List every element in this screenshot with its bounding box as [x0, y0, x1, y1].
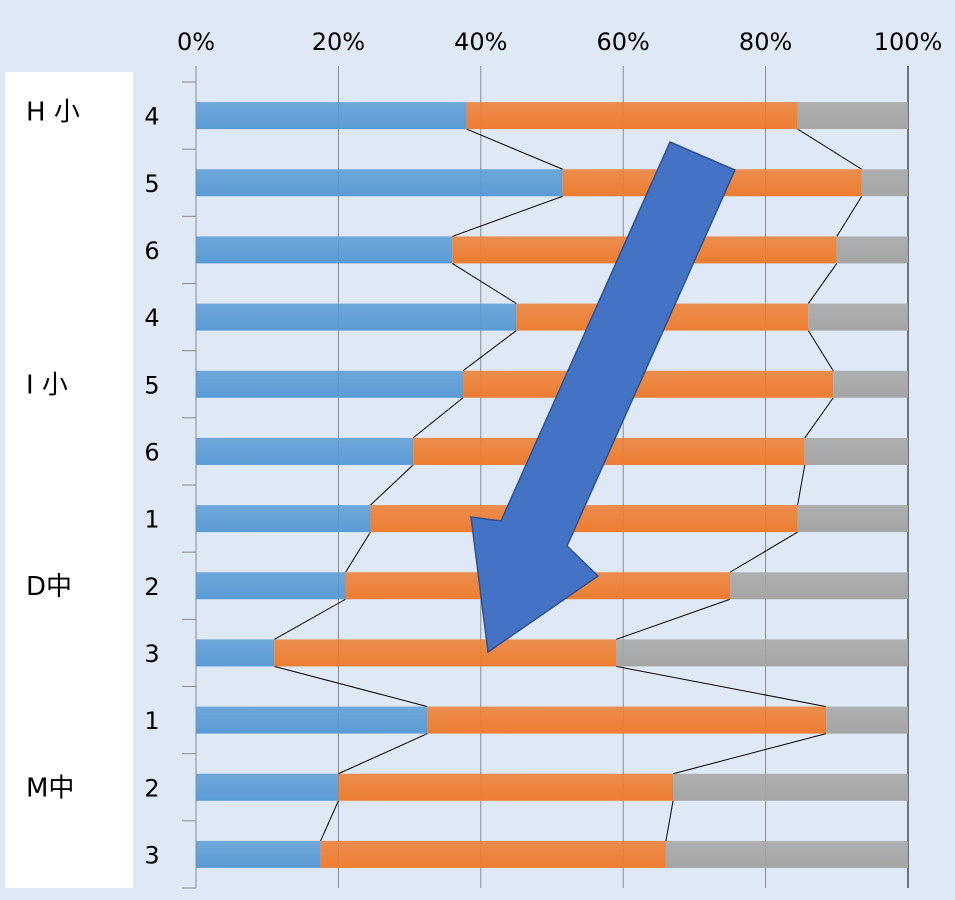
series-line: [615, 598, 731, 640]
x-tick-label: 60%: [597, 28, 650, 56]
series-line: [807, 330, 834, 372]
bar-segment: [196, 639, 275, 667]
bar-segment: [826, 706, 908, 734]
bar-segment: [320, 840, 666, 868]
bar-segment: [196, 706, 428, 734]
bar-segment: [196, 303, 517, 331]
category-label: 4: [144, 103, 159, 131]
series-line: [672, 733, 827, 775]
series-line: [412, 397, 464, 439]
bar-segment: [196, 370, 463, 398]
bar-segment: [196, 572, 346, 600]
bar-segment: [730, 572, 908, 600]
x-tick-label: 100%: [874, 28, 943, 56]
bar-segment: [616, 639, 908, 667]
series-line: [370, 464, 414, 506]
series-line: [452, 195, 563, 237]
bar-segment: [196, 169, 563, 197]
bar-segment: [836, 236, 908, 264]
category-label: 5: [144, 371, 159, 399]
series-line: [452, 262, 517, 305]
category-label: 2: [144, 573, 159, 601]
category-label: 5: [144, 170, 159, 198]
series-line: [615, 665, 827, 708]
series-line: [797, 128, 862, 170]
bar-segment: [196, 102, 467, 130]
bar-segment: [196, 505, 371, 533]
category-labels: 4 5 6 4 5 6 1 2 3 1 2 3: [144, 103, 159, 870]
x-axis-tick-labels: 0% 20% 40% 60% 80% 100%: [177, 28, 942, 56]
series-line: [466, 128, 563, 170]
bar-segment: [196, 773, 339, 801]
series-line: [807, 263, 838, 304]
bar-segment: [673, 773, 908, 801]
x-tick-label: 20%: [312, 28, 365, 56]
group-label: M中: [26, 773, 74, 803]
category-label: 1: [144, 707, 159, 735]
group-label: D中: [26, 572, 72, 602]
category-label: 2: [144, 774, 159, 802]
bars: [196, 102, 908, 868]
bar-segment: [196, 840, 321, 868]
bar-segment: [861, 169, 908, 197]
x-tick-label: 80%: [739, 28, 792, 56]
category-label: 3: [144, 841, 159, 869]
trend-arrow: [470, 141, 736, 654]
bar-segment: [463, 370, 834, 398]
label-panel: [5, 72, 133, 888]
bar-segment: [466, 102, 798, 130]
bar-segment: [797, 102, 908, 130]
category-label: 3: [144, 640, 159, 668]
bar-segment: [338, 773, 674, 801]
bar-segment: [665, 840, 908, 868]
series-line: [665, 800, 674, 842]
group-labels: H 小 I 小 D中 M中: [26, 98, 80, 804]
bar-segment: [797, 505, 908, 533]
bar-segment: [274, 639, 617, 667]
series-line: [345, 531, 371, 573]
category-label: 4: [144, 304, 159, 332]
series-lines: [274, 128, 863, 842]
group-label: I 小: [26, 370, 68, 400]
category-label: 6: [144, 237, 159, 265]
series-line: [274, 665, 428, 708]
category-label: 6: [144, 438, 159, 466]
series-line: [729, 531, 798, 573]
category-label: 1: [144, 506, 159, 534]
bar-segment: [808, 303, 908, 331]
series-line: [274, 598, 346, 640]
bar-segment: [196, 236, 453, 264]
y-axis: [182, 66, 197, 889]
x-tick-label: 0%: [177, 28, 215, 56]
series-line: [320, 800, 339, 842]
bar-segment: [427, 706, 827, 734]
series-line: [462, 330, 517, 372]
series-line: [836, 195, 863, 237]
series-line: [804, 397, 834, 439]
group-label: H 小: [26, 98, 80, 128]
x-tick-label: 40%: [454, 28, 507, 56]
series-line: [797, 464, 806, 506]
bar-segment: [804, 437, 908, 465]
series-line: [338, 733, 428, 775]
bar-segment: [833, 370, 908, 398]
bar-segment: [196, 437, 414, 465]
